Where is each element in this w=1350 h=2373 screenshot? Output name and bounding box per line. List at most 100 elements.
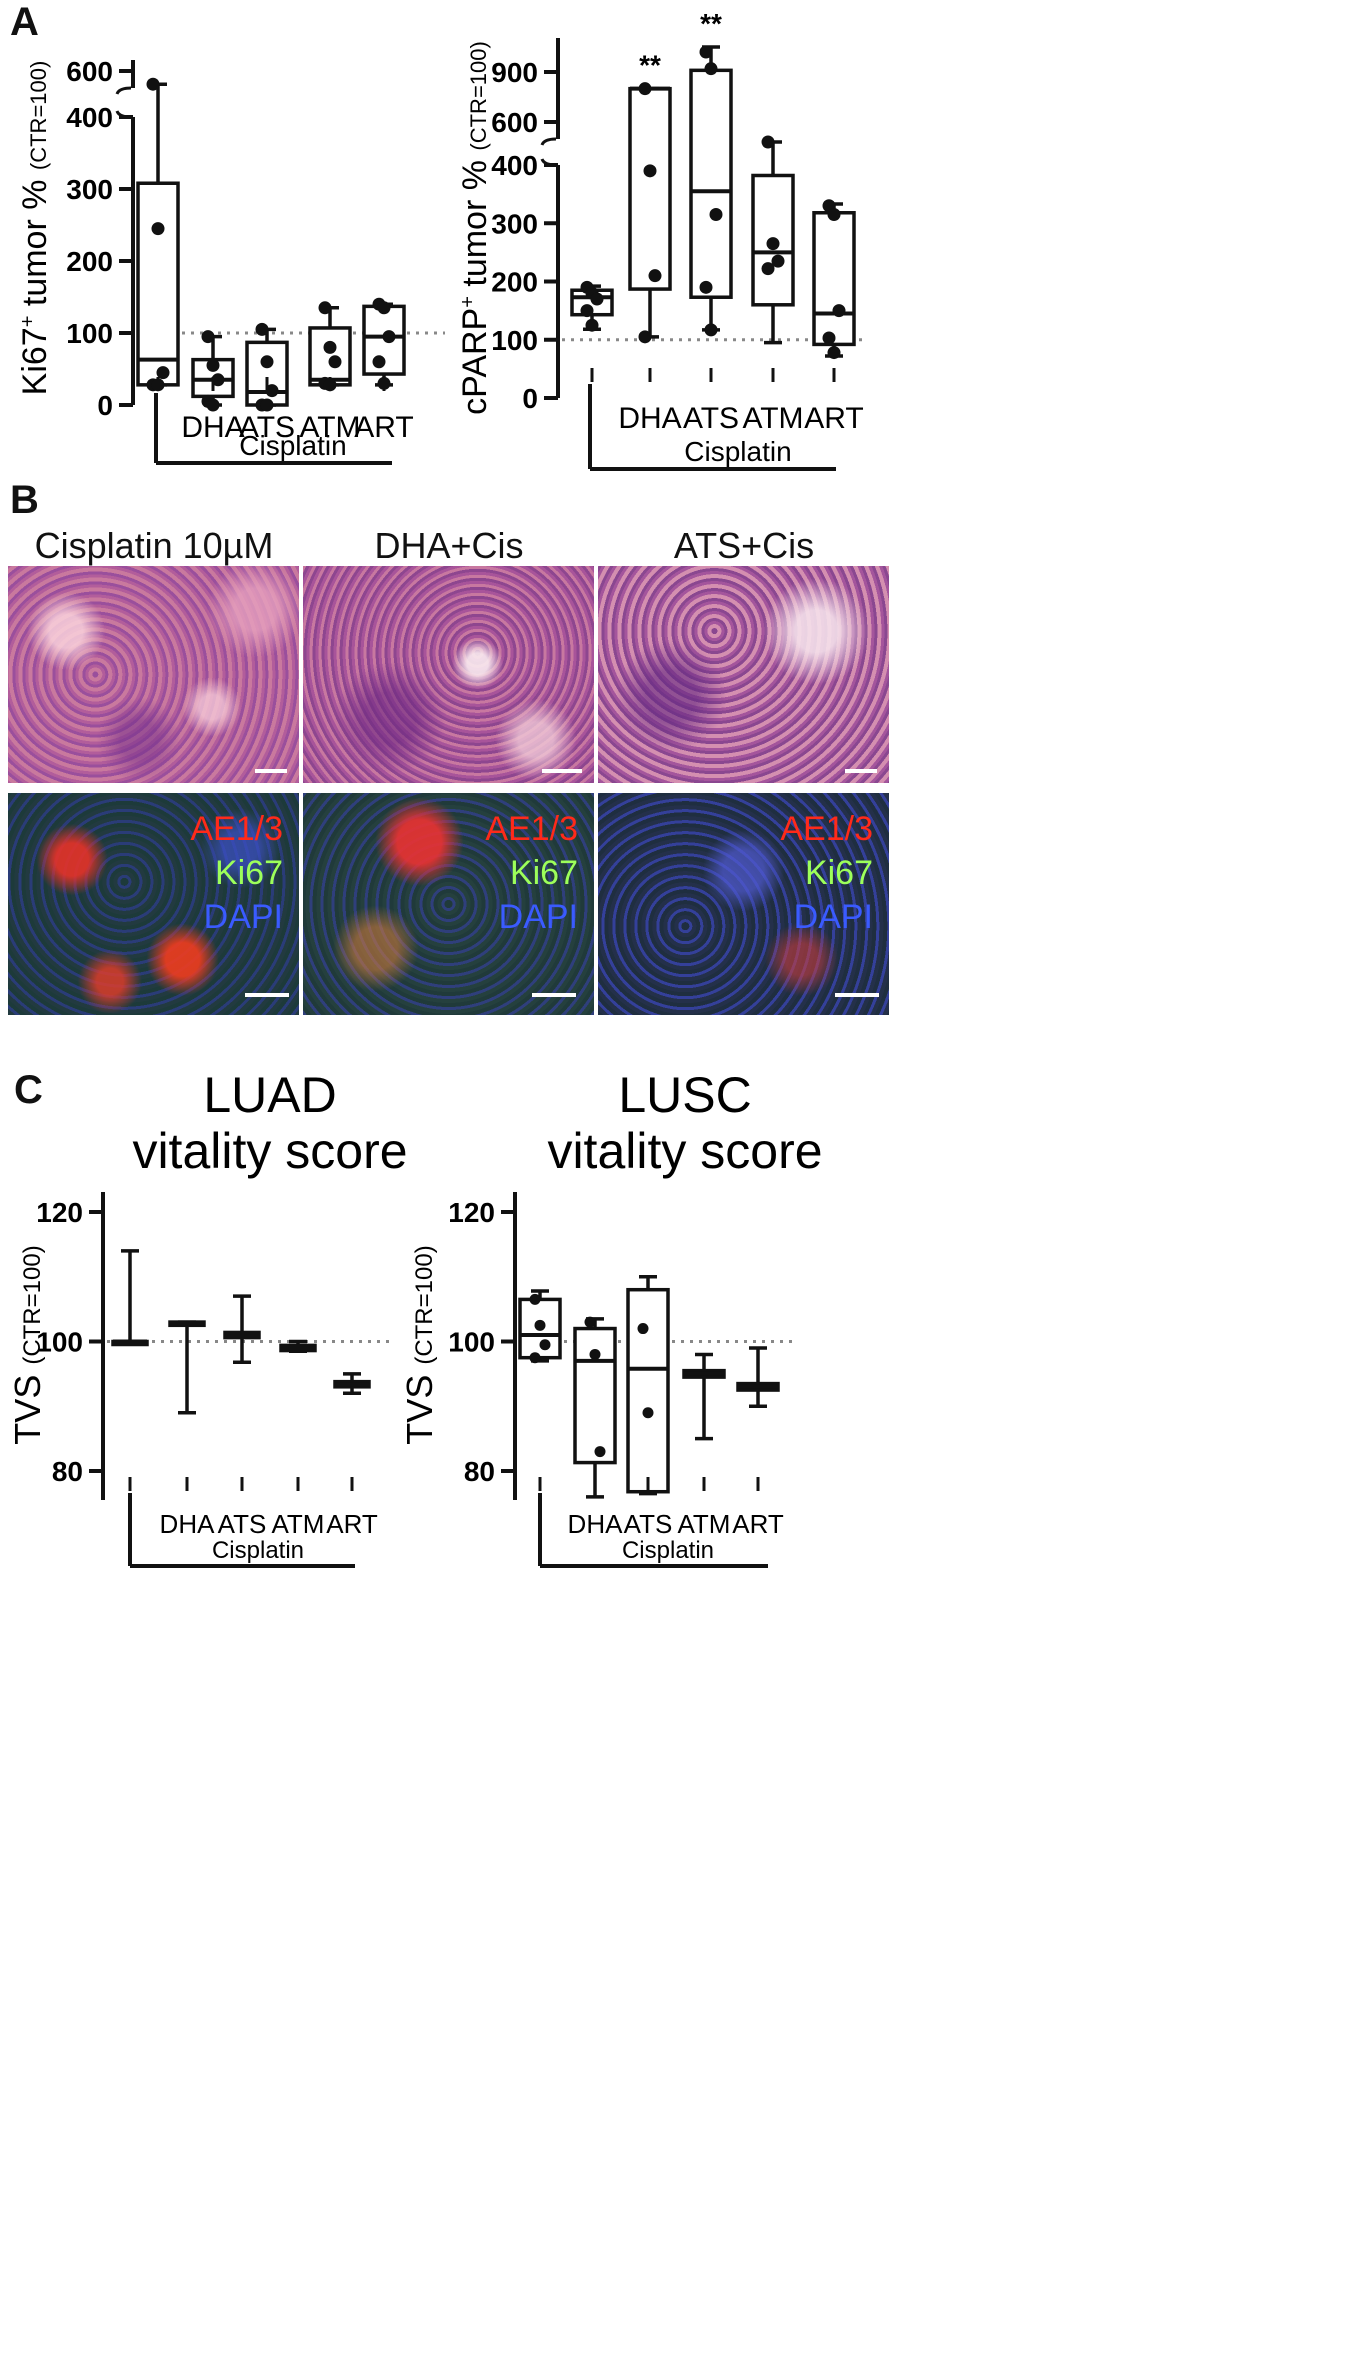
ki67-y-axis-label: Ki67+ tumor % (CTR=100)	[16, 61, 54, 396]
ki67-data-point	[211, 373, 225, 387]
ki67-y-tick-label: 0	[97, 390, 113, 421]
cparp-x-tick-label: ATM	[742, 402, 803, 435]
lusc-data-point	[594, 1446, 606, 1458]
luad-y-axis-label: TVS (CTR=100)	[7, 1245, 48, 1444]
if-image-ats-cis: AE1/3 Ki67 DAPI	[598, 793, 889, 1015]
scale-bar	[532, 993, 576, 997]
lusc-x-tick-label: ART	[732, 1509, 784, 1539]
ki67-data-point	[146, 77, 160, 91]
lusc-x-tick-label: ATM	[678, 1509, 731, 1539]
scale-bar	[255, 769, 287, 773]
stain-label-ae13: AE1/3	[190, 810, 283, 848]
cparp-data-point	[590, 292, 604, 306]
ki67-x-tick-label: DHA	[181, 411, 244, 444]
lusc-y-tick-label: 120	[448, 1197, 495, 1228]
ki67-y-tick-label: 200	[66, 246, 113, 277]
ki67-data-point	[201, 330, 215, 344]
lusc-y-axis-label: TVS (CTR=100)	[399, 1245, 440, 1444]
luad-x-tick-label: DHA	[160, 1509, 216, 1539]
luad-subtitle: vitality score	[132, 1123, 407, 1179]
lusc-y-tick-label: 100	[448, 1327, 495, 1358]
cparp-data-point	[766, 237, 780, 251]
cparp-data-point	[709, 208, 723, 222]
scale-bar	[835, 993, 879, 997]
cparp-data-point	[761, 135, 775, 149]
ki67-data-point	[151, 222, 165, 236]
cparp-data-point	[771, 254, 785, 268]
luad-x-tick-label: ATM	[272, 1509, 325, 1539]
cparp-x-tick-label: ART	[804, 402, 863, 435]
cparp-data-point	[761, 262, 775, 276]
cparp-y-tick-label: 200	[491, 267, 538, 298]
lusc-data-point	[642, 1407, 654, 1419]
ki67-axis-break	[115, 86, 132, 95]
ki67-data-point	[156, 366, 170, 380]
cparp-y-tick-label: 300	[491, 208, 538, 239]
cparp-box	[812, 211, 856, 347]
scale-bar	[542, 769, 582, 773]
lusc-x-tick-label: DHA	[568, 1509, 624, 1539]
ki67-data-point	[260, 398, 274, 412]
luad-x-tick-label: ART	[326, 1509, 378, 1539]
ki67-group-label: Cisplatin	[239, 430, 346, 461]
ki67-box	[245, 340, 289, 407]
ki67-y-tick-label: 300	[66, 174, 113, 205]
lusc-y-tick-label: 80	[464, 1456, 495, 1487]
if-image-dha-cis: AE1/3 Ki67 DAPI	[303, 793, 594, 1015]
ki67-box	[136, 181, 180, 387]
cparp-y-tick-label: 400	[491, 150, 538, 181]
lusc-data-point	[534, 1319, 546, 1331]
cparp-data-point	[822, 331, 836, 345]
panel-c-label: C	[14, 1068, 43, 1112]
cparp-data-point	[585, 318, 599, 332]
lusc-data-point	[637, 1323, 649, 1335]
cparp-data-point	[699, 280, 713, 294]
stain-label-dapi: DAPI	[203, 898, 283, 936]
cparp-data-point	[832, 304, 846, 318]
cparp-group-label: Cisplatin	[684, 436, 791, 467]
luad-title: LUAD	[203, 1067, 336, 1123]
ki67-data-point	[265, 384, 279, 398]
lusc-box	[573, 1326, 617, 1465]
cparp-data-point	[699, 45, 713, 59]
caption-ats-cis: ATS+Cis	[673, 525, 815, 566]
ki67-y-tick-label: 600	[66, 56, 113, 87]
ki67-data-point	[328, 355, 342, 369]
cparp-y-axis-label: cPARP+ tumor % (CTR=100)	[456, 41, 494, 415]
ki67-y-tick-label: 400	[66, 102, 113, 133]
stain-label-dapi: DAPI	[793, 898, 873, 936]
cparp-significance: **	[700, 8, 722, 39]
ki67-data-point	[255, 322, 269, 336]
lusc-data-point	[539, 1339, 551, 1351]
ki67-x-tick-label: ATM	[299, 411, 360, 444]
lusc-data-point	[589, 1348, 601, 1360]
ki67-data-point	[377, 301, 391, 315]
he-image-cisplatin	[8, 566, 299, 783]
caption-dha-cis: DHA+Cis	[374, 525, 524, 566]
cparp-data-point	[704, 323, 718, 337]
stain-label-ki67: Ki67	[214, 854, 283, 892]
stain-label-ae13: AE1/3	[485, 810, 578, 848]
ki67-data-point	[206, 358, 220, 372]
lusc-data-point	[529, 1293, 541, 1305]
ki67-x-tick-label: ART	[354, 411, 413, 444]
cparp-data-point	[638, 82, 652, 96]
cparp-x-tick-label: ATS	[683, 402, 739, 435]
cparp-y-tick-label: 100	[491, 325, 538, 356]
cparp-box	[689, 68, 733, 299]
ki67-x-tick-label: ATS	[239, 411, 295, 444]
cparp-y-tick-label: 900	[491, 57, 538, 88]
panel-a-label: A	[10, 0, 39, 44]
lusc-data-point	[584, 1316, 596, 1328]
lusc-data-point	[529, 1352, 541, 1364]
he-image-ats-cis	[598, 566, 889, 783]
lusc-box	[626, 1287, 670, 1494]
cparp-significance: **	[639, 50, 661, 81]
ki67-data-point	[323, 340, 337, 354]
cparp-data-point	[648, 269, 662, 283]
stain-label-dapi: DAPI	[498, 898, 578, 936]
scale-bar	[845, 769, 877, 773]
ki67-box	[308, 326, 352, 387]
